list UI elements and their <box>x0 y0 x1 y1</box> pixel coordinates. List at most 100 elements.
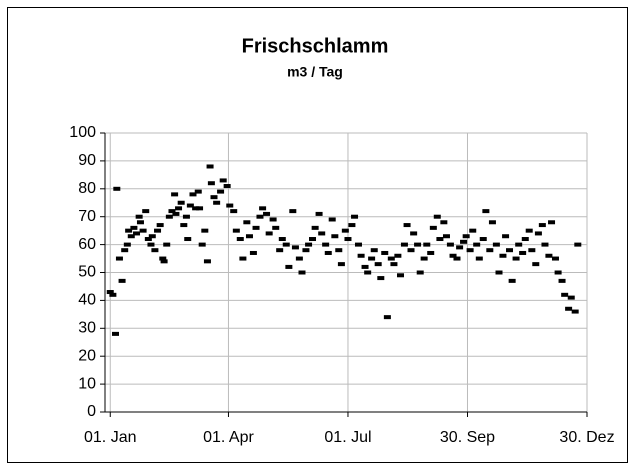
data-point <box>230 209 238 214</box>
data-point <box>148 234 156 239</box>
data-point <box>390 262 398 267</box>
data-point <box>410 231 418 236</box>
data-point <box>337 262 345 267</box>
data-point <box>515 242 523 247</box>
data-point <box>142 209 150 214</box>
data-point <box>259 206 267 211</box>
data-point <box>318 231 326 236</box>
data-point <box>407 248 415 253</box>
data-point <box>269 217 277 222</box>
data-point <box>460 239 468 244</box>
data-point <box>172 211 180 216</box>
data-point <box>357 253 365 258</box>
data-point <box>295 256 303 261</box>
data-point <box>207 181 215 186</box>
data-point <box>311 225 319 230</box>
data-point <box>440 220 448 225</box>
data-point <box>201 228 209 233</box>
data-point <box>180 223 188 228</box>
data-point <box>256 214 264 219</box>
data-point <box>486 248 494 253</box>
data-point <box>118 278 126 283</box>
data-point <box>541 242 549 247</box>
x-tick-label: 01. Apr <box>203 429 254 446</box>
data-point <box>370 248 378 253</box>
data-point <box>156 223 164 228</box>
data-point <box>482 209 490 214</box>
data-point <box>400 242 408 247</box>
data-point <box>561 292 569 297</box>
data-point <box>324 250 332 255</box>
data-point <box>456 245 464 250</box>
data-point <box>344 237 352 242</box>
data-point <box>499 253 507 258</box>
data-point <box>163 242 171 247</box>
data-point <box>165 214 173 219</box>
data-point <box>538 223 546 228</box>
data-point <box>298 270 306 275</box>
y-tick-label: 50 <box>78 264 96 281</box>
data-point <box>171 192 179 197</box>
data-point <box>184 237 192 242</box>
data-point <box>135 214 143 219</box>
data-point <box>232 228 240 233</box>
data-point <box>252 225 260 230</box>
y-tick-label: 90 <box>78 152 96 169</box>
data-point <box>219 178 227 183</box>
data-point <box>374 262 382 267</box>
data-point <box>206 164 214 169</box>
data-point <box>309 237 317 242</box>
data-point <box>160 259 168 264</box>
data-point <box>466 248 474 253</box>
data-point <box>479 237 487 242</box>
data-point <box>109 292 117 297</box>
y-tick-label: 70 <box>78 208 96 225</box>
data-point <box>127 234 135 239</box>
data-point <box>429 225 437 230</box>
data-point <box>427 250 435 255</box>
data-point <box>351 214 359 219</box>
data-point <box>151 248 159 253</box>
y-tick-label: 60 <box>78 236 96 253</box>
data-point <box>574 242 582 247</box>
data-point <box>449 253 457 258</box>
data-point <box>285 264 293 269</box>
chart-subtitle: m3 / Tag <box>287 64 343 80</box>
data-point <box>433 214 441 219</box>
data-point <box>144 237 152 242</box>
data-point <box>348 223 356 228</box>
data-point <box>383 315 391 320</box>
data-point <box>364 270 372 275</box>
data-point <box>508 278 516 283</box>
x-tick-label: 01. Jul <box>324 429 371 446</box>
data-point <box>558 278 566 283</box>
data-point <box>245 234 253 239</box>
data-point <box>265 231 273 236</box>
data-point <box>495 270 503 275</box>
data-point <box>194 189 202 194</box>
data-point <box>394 253 402 258</box>
data-point <box>123 242 131 247</box>
data-point <box>278 237 286 242</box>
data-point <box>469 228 477 233</box>
data-point <box>272 225 280 230</box>
data-point <box>446 242 454 247</box>
y-tick-label: 30 <box>78 320 96 337</box>
data-point <box>436 237 444 242</box>
data-point <box>192 206 200 211</box>
data-point <box>196 206 204 211</box>
data-point <box>331 234 339 239</box>
data-point <box>203 259 211 264</box>
data-point <box>525 228 533 233</box>
data-point <box>182 214 190 219</box>
x-tick-label: 30. Dez <box>559 429 614 446</box>
data-point <box>420 256 428 261</box>
y-tick-label: 20 <box>78 347 96 364</box>
chart-border <box>7 7 628 463</box>
data-point <box>168 209 176 214</box>
data-point <box>361 264 369 269</box>
data-point <box>177 200 185 205</box>
data-point <box>243 220 251 225</box>
data-point <box>305 242 313 247</box>
data-point <box>125 228 133 233</box>
